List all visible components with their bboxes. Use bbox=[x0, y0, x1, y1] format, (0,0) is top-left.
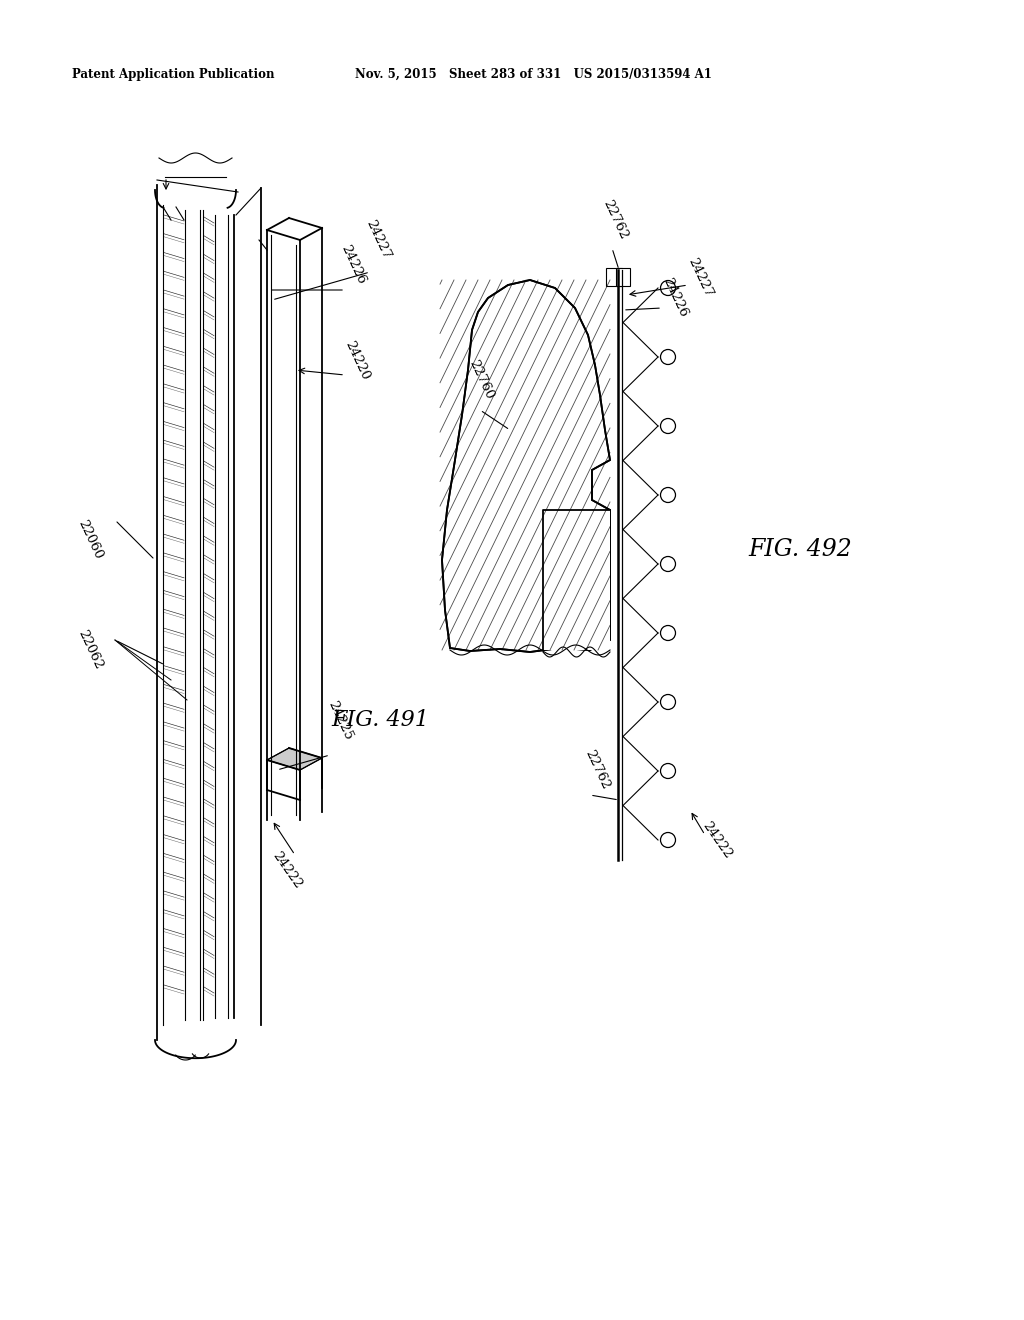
Text: 24222: 24222 bbox=[270, 849, 305, 891]
Text: 24225: 24225 bbox=[325, 698, 354, 742]
Polygon shape bbox=[267, 748, 322, 770]
Polygon shape bbox=[543, 510, 610, 649]
Text: Patent Application Publication: Patent Application Publication bbox=[72, 69, 274, 81]
Text: 22762: 22762 bbox=[582, 748, 611, 792]
Text: Nov. 5, 2015   Sheet 283 of 331   US 2015/0313594 A1: Nov. 5, 2015 Sheet 283 of 331 US 2015/03… bbox=[355, 69, 712, 81]
Text: 24226: 24226 bbox=[660, 276, 689, 319]
Bar bbox=[606, 268, 622, 286]
Text: 24226: 24226 bbox=[338, 243, 368, 286]
Text: 22762: 22762 bbox=[600, 198, 630, 242]
Text: 24222: 24222 bbox=[700, 820, 734, 861]
Text: 22060: 22060 bbox=[75, 519, 104, 562]
Text: FIG. 491: FIG. 491 bbox=[331, 709, 429, 731]
Text: 24227: 24227 bbox=[685, 256, 715, 300]
Text: 24220: 24220 bbox=[342, 338, 372, 381]
Bar bbox=[616, 268, 630, 286]
Text: 22062: 22062 bbox=[75, 628, 104, 672]
Text: 22760: 22760 bbox=[466, 358, 496, 401]
Polygon shape bbox=[442, 280, 610, 652]
Text: 24227: 24227 bbox=[362, 218, 392, 261]
Text: FIG. 492: FIG. 492 bbox=[749, 539, 852, 561]
